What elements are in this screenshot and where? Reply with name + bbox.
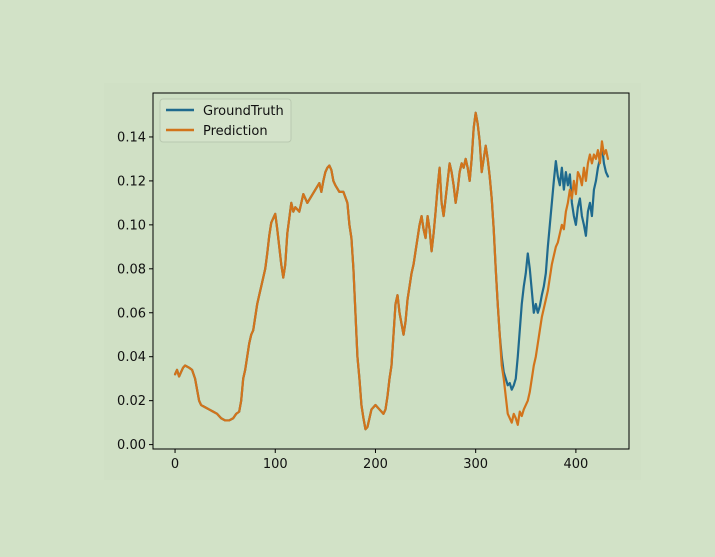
y-tick-label: 0.06 <box>117 306 146 321</box>
plot-frame <box>152 92 630 450</box>
y-tick-label: 0.10 <box>117 218 146 233</box>
x-tick-label: 0 <box>171 457 179 472</box>
y-tick-label: 0.14 <box>117 130 146 145</box>
legend-label-prediction: Prediction <box>203 124 268 139</box>
y-tick-label: 0.04 <box>117 350 146 365</box>
x-tick-label: 200 <box>363 457 388 472</box>
plot-area <box>153 93 629 449</box>
legend: GroundTruth Prediction <box>159 98 292 143</box>
y-tick-label: 0.08 <box>117 262 146 277</box>
y-tick-label: 0.12 <box>117 174 146 189</box>
x-axis-ticks: 0 100 200 300 400 <box>171 449 588 472</box>
legend-label-groundtruth: GroundTruth <box>203 104 284 119</box>
x-tick-label: 400 <box>563 457 588 472</box>
series-line-prediction <box>173 111 610 431</box>
y-tick-label: 0.02 <box>117 394 146 409</box>
y-axis-ticks: 0.00 0.02 0.04 0.06 0.08 0.10 0.12 0.14 <box>117 130 153 453</box>
x-tick-label: 100 <box>263 457 288 472</box>
series-lines <box>173 111 610 431</box>
x-tick-label: 300 <box>463 457 488 472</box>
y-tick-label: 0.00 <box>117 438 146 453</box>
